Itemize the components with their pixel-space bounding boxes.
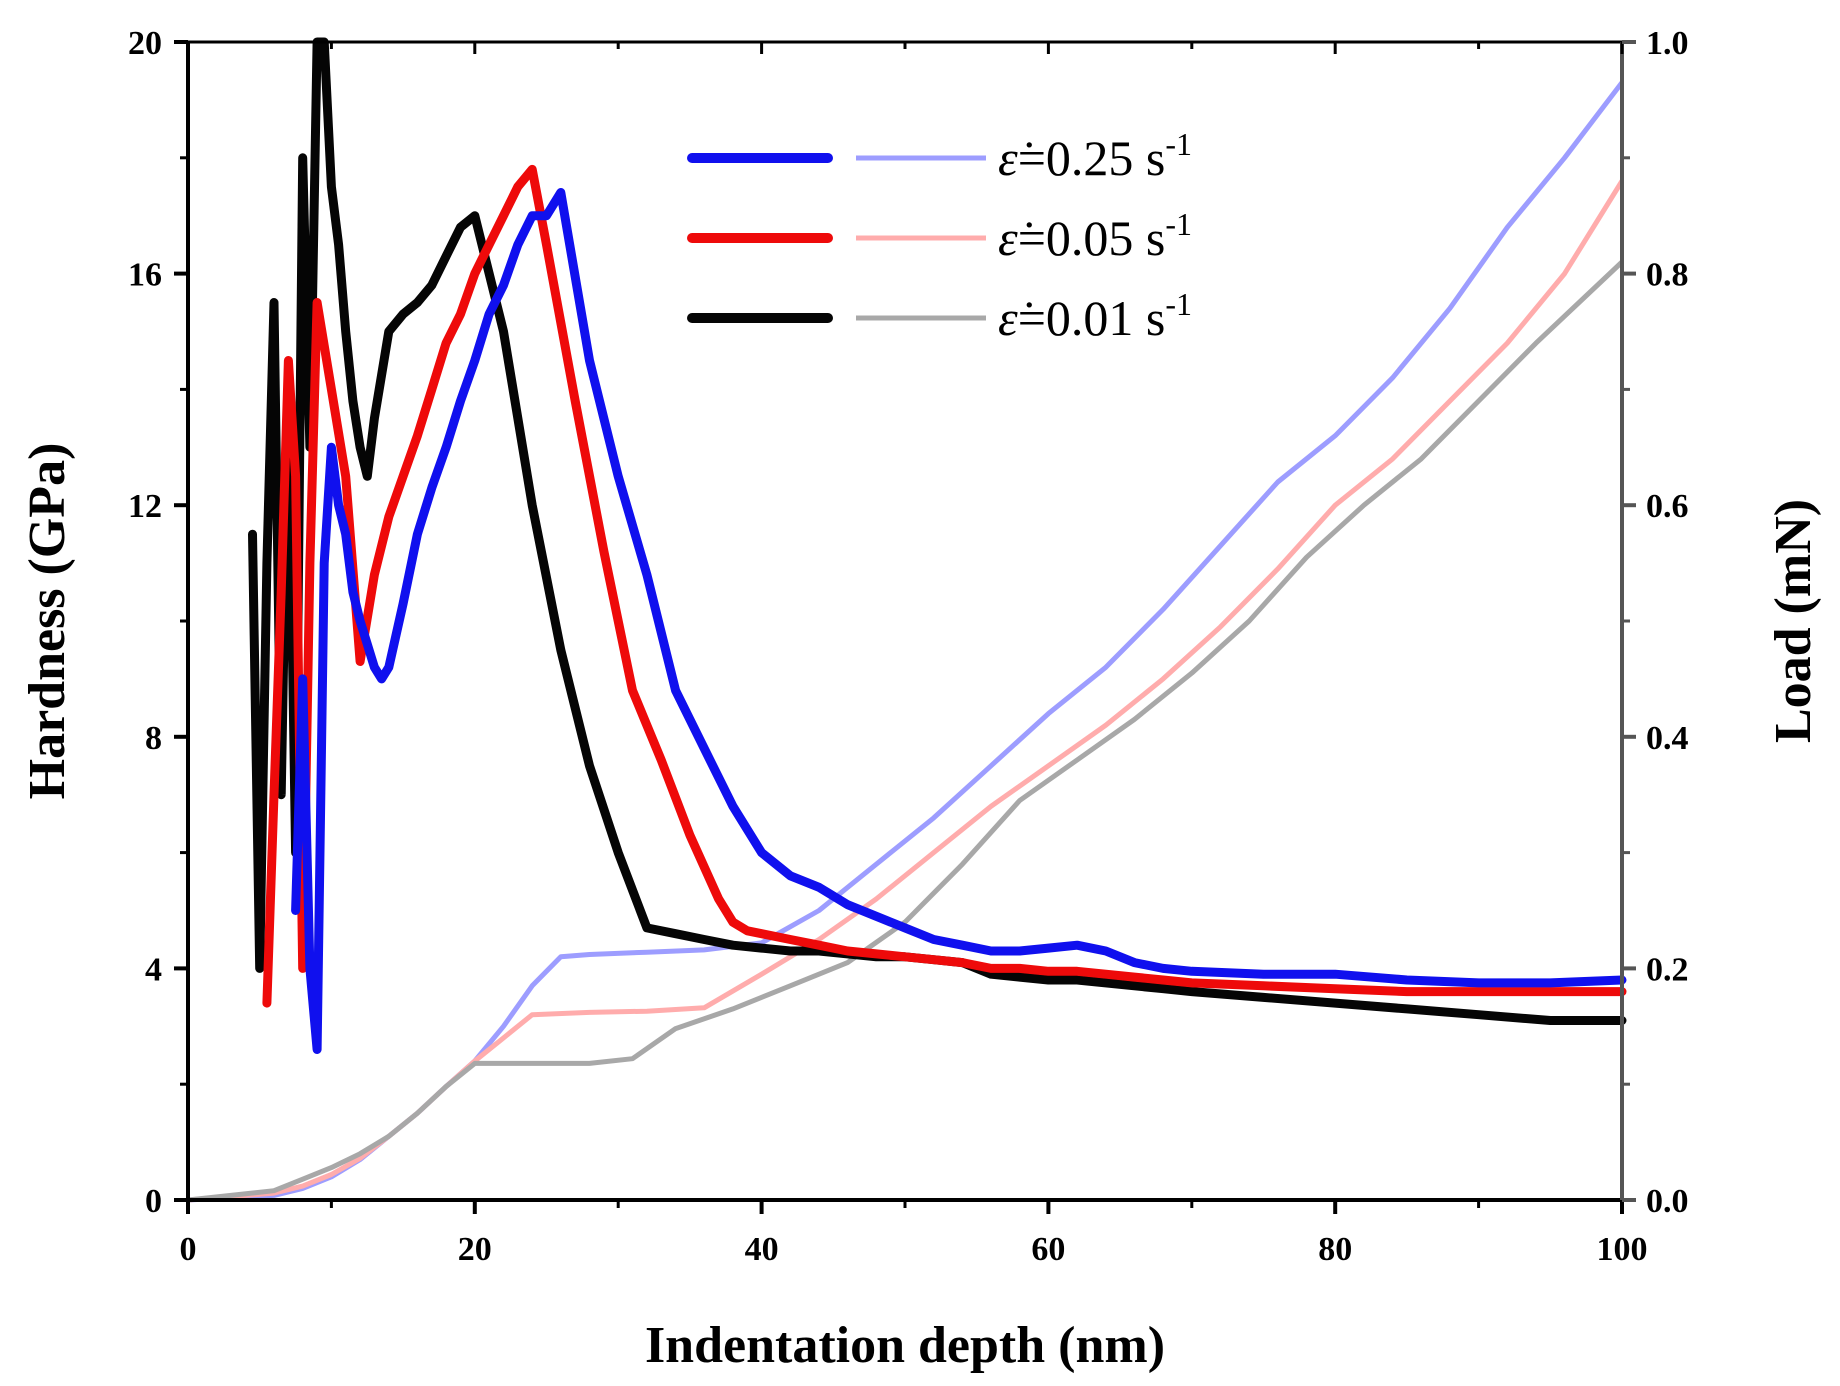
y2-tick-label: 0.2 [1646,951,1689,988]
y2-tick-label: 0.8 [1646,257,1689,294]
x-axis-ticks: 0 20 40 60 80 100 [180,42,1648,1268]
x-tick-label: 60 [1031,1231,1065,1268]
right-y-axis-ticks: 0.0 0.2 0.4 0.6 0.8 1.0 [1622,25,1689,1220]
x-axis-title: Indentation depth (nm) [645,1317,1165,1374]
hardness-series-group [248,37,1627,1054]
load-line-2 [187,260,1624,1203]
y-tick-label: 20 [128,25,162,62]
y2-tick-label: 0.0 [1646,1183,1689,1220]
legend-label: ε̇=0.01 s-1 [998,286,1192,346]
legend-entry: ε̇=0.05 s-1 [687,206,1192,266]
legend: ε̇=0.25 s-1 ε̇=0.05 s-1 ε̇=0.01 s-1 [687,126,1192,346]
x-tick-label: 100 [1597,1231,1648,1268]
y-tick-label: 16 [128,257,162,294]
x-tick-label: 80 [1318,1231,1352,1268]
right-y-axis-title: Load (mN) [1765,499,1822,743]
legend-exponent: -1 [1165,206,1192,242]
legend-text: =0.25 s [1018,130,1166,186]
legend-entry: ε̇=0.01 s-1 [687,286,1192,346]
y-tick-label: 12 [128,488,162,525]
hardness-line-2 [248,37,1627,1025]
legend-exponent: -1 [1165,126,1192,162]
legend-exponent: -1 [1165,286,1192,322]
hardness-line-1 [262,164,1627,1008]
hardness-line-0 [291,188,1627,1054]
y2-tick-label: 0.4 [1646,720,1689,757]
y-tick-label: 0 [145,1183,162,1220]
x-tick-label: 0 [180,1231,197,1268]
legend-label: ε̇=0.05 s-1 [998,206,1192,266]
legend-text: =0.01 s [1018,290,1166,346]
left-y-axis-title: Hardness (GPa) [19,443,76,800]
y-tick-label: 4 [145,951,162,988]
load-series-group [187,80,1625,1203]
y2-tick-label: 1.0 [1646,25,1689,62]
legend-text: =0.05 s [1018,210,1166,266]
y-tick-label: 8 [145,720,162,757]
y2-tick-label: 0.6 [1646,488,1689,525]
x-tick-label: 40 [745,1231,779,1268]
legend-label: ε̇=0.25 s-1 [998,126,1192,186]
load-line-1 [187,179,1625,1203]
load-line-0 [187,80,1624,1203]
left-y-axis-ticks: 0 4 8 12 16 20 [128,25,188,1220]
x-tick-label: 20 [458,1231,492,1268]
legend-entry: ε̇=0.25 s-1 [687,126,1192,186]
